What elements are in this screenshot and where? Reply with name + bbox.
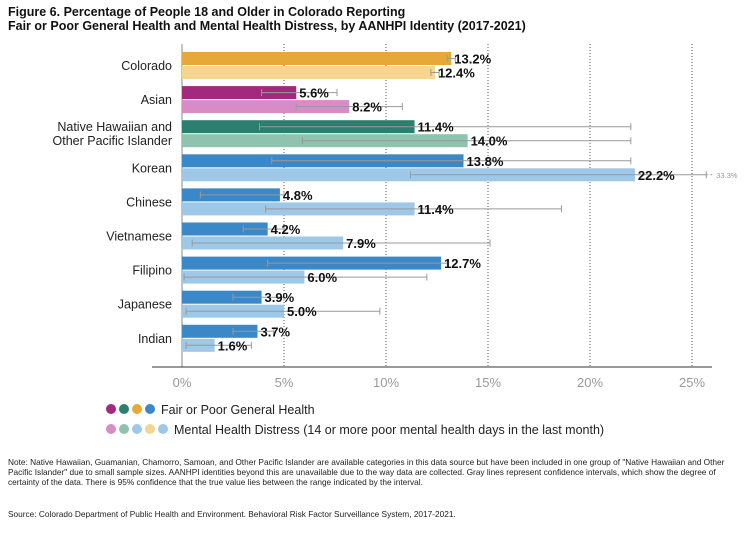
bar-general-health xyxy=(182,52,452,65)
chart-source: Source: Colorado Department of Public He… xyxy=(8,509,456,519)
chart-note: Note: Native Hawaiian, Guamanian, Chamor… xyxy=(8,457,725,487)
bar-general-health xyxy=(182,290,262,304)
data-label-general: 4.2% xyxy=(271,222,301,237)
legend-mental-swatch xyxy=(106,424,116,434)
x-tick-label: 15% xyxy=(475,375,501,390)
data-label-mental: 12.4% xyxy=(438,66,475,81)
category-label: Indian xyxy=(138,332,172,346)
legend-mental-swatch xyxy=(158,424,168,434)
legend-general-swatch xyxy=(132,404,142,414)
title-line-1: Figure 6. Percentage of People 18 and Ol… xyxy=(8,5,406,19)
data-label-general: 3.9% xyxy=(265,290,295,305)
data-label-mental: 1.6% xyxy=(218,338,248,353)
category-label: Korean xyxy=(132,161,172,175)
data-label-mental: 6.0% xyxy=(307,270,337,285)
category-label: Native Hawaiian and xyxy=(57,120,172,134)
bar-mental-health xyxy=(182,66,435,79)
legend-mental-swatch xyxy=(145,424,155,434)
data-label-general: 3.7% xyxy=(260,324,290,339)
category-label: Filipino xyxy=(132,264,172,278)
legend-mental-swatch xyxy=(132,424,142,434)
data-label-general: 13.8% xyxy=(467,154,504,169)
legend-mental-swatches xyxy=(106,423,171,437)
legend-mental-swatch xyxy=(119,424,129,434)
confidence-interval-note: 33.3% xyxy=(716,171,738,180)
category-label: Japanese xyxy=(118,298,172,312)
data-label-general: 11.4% xyxy=(418,120,455,135)
data-label-mental: 14.0% xyxy=(471,134,508,149)
bar-general-health xyxy=(182,86,297,100)
bar-general-health xyxy=(182,324,258,338)
data-label-mental: 11.4% xyxy=(418,202,455,217)
data-label-mental: 22.2% xyxy=(638,168,675,183)
x-tick-label: 20% xyxy=(577,375,603,390)
legend-mental-label: Mental Health Distress (14 or more poor … xyxy=(174,423,605,437)
data-label-general: 4.8% xyxy=(283,188,313,203)
data-label-mental: 5.0% xyxy=(287,304,317,319)
data-label-mental: 7.9% xyxy=(346,236,376,251)
data-label-mental: 8.2% xyxy=(352,100,382,115)
category-label: Other Pacific Islander xyxy=(53,134,173,148)
category-label: Vietnamese xyxy=(106,230,172,244)
legend-general-swatches xyxy=(106,403,158,417)
x-tick-label: 10% xyxy=(373,375,399,390)
legend-general-label: Fair or Poor General Health xyxy=(161,403,315,417)
data-label-general: 5.6% xyxy=(299,86,329,101)
category-label: Colorado xyxy=(121,59,172,73)
legend-general-swatch xyxy=(106,404,116,414)
legend-general-swatch xyxy=(119,404,129,414)
bar-mental-health xyxy=(182,168,635,182)
x-tick-label: 25% xyxy=(679,375,705,390)
legend-general: Fair or Poor General Health xyxy=(106,403,315,417)
bar-mental-health xyxy=(182,100,350,114)
x-tick-label: 5% xyxy=(275,375,294,390)
chart-title: Figure 6. Percentage of People 18 and Ol… xyxy=(8,5,526,33)
bar-chart: 0% 5% 10% 15% 20% 25% Colorado 13.2%12.4% Asian 5… xyxy=(53,44,738,390)
data-label-general: 12.7% xyxy=(444,256,481,271)
data-label-general: 13.2% xyxy=(454,52,491,67)
legend-general-swatch xyxy=(145,404,155,414)
category-label: Chinese xyxy=(126,195,172,209)
x-tick-label: 0% xyxy=(173,375,192,390)
bar-general-health xyxy=(182,222,268,236)
title-line-2: Fair or Poor General Health and Mental H… xyxy=(8,19,526,33)
legend-mental: Mental Health Distress (14 or more poor … xyxy=(106,423,604,437)
category-label: Asian xyxy=(141,93,172,107)
